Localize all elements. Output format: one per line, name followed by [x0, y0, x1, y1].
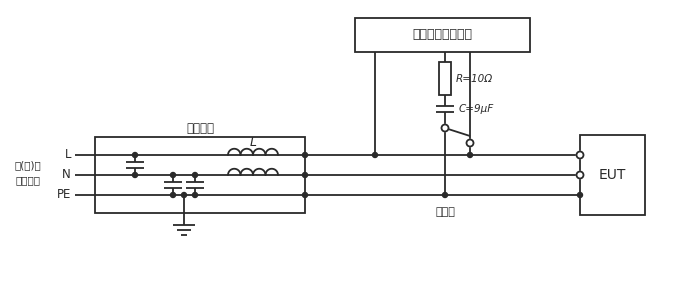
Circle shape [577, 172, 584, 178]
Text: R=10Ω: R=10Ω [456, 73, 493, 83]
Circle shape [171, 172, 176, 178]
Text: 供电网络: 供电网络 [15, 175, 41, 185]
Circle shape [468, 153, 472, 158]
Text: EUT: EUT [598, 168, 626, 182]
Circle shape [442, 192, 447, 198]
Circle shape [442, 124, 449, 131]
Text: L: L [249, 136, 256, 149]
Circle shape [302, 153, 307, 158]
Text: 去耦网络: 去耦网络 [186, 123, 214, 136]
Text: PE: PE [57, 188, 71, 201]
Bar [95, 137, 305, 213]
Circle shape [181, 192, 186, 198]
Circle shape [193, 192, 197, 198]
Text: N: N [62, 169, 71, 182]
Text: 参考地: 参考地 [435, 207, 455, 217]
Circle shape [302, 172, 307, 178]
Text: C=9μF: C=9μF [459, 104, 494, 114]
Bar [355, 18, 530, 52]
Circle shape [171, 192, 176, 198]
Circle shape [578, 192, 582, 198]
Text: 组合波信号发生器: 组合波信号发生器 [412, 28, 472, 41]
Circle shape [577, 152, 584, 159]
Circle shape [193, 172, 197, 178]
Text: L: L [64, 149, 71, 162]
Bar [439, 62, 451, 95]
Circle shape [132, 172, 137, 178]
Circle shape [302, 192, 307, 198]
Circle shape [132, 153, 137, 158]
Bar [580, 135, 645, 215]
Circle shape [466, 140, 473, 146]
Text: 交(直)流: 交(直)流 [15, 160, 41, 170]
Circle shape [372, 153, 377, 158]
